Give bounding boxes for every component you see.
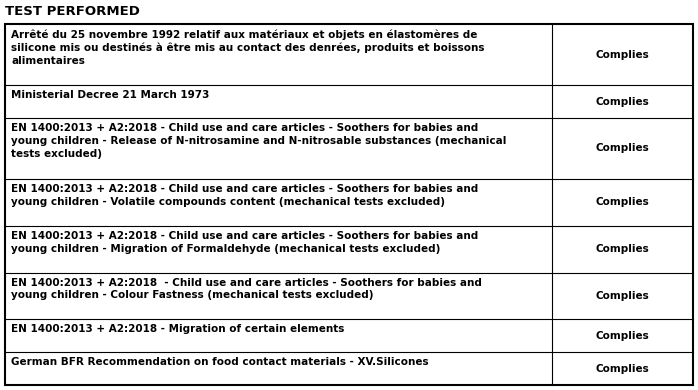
Text: EN 1400:2013 + A2:2018 - Child use and care articles - Soothers for babies and
y: EN 1400:2013 + A2:2018 - Child use and c… — [11, 231, 478, 254]
Text: Complies: Complies — [595, 144, 649, 153]
Text: TEST PERFORMED: TEST PERFORMED — [5, 5, 140, 18]
Text: Complies: Complies — [595, 331, 649, 341]
Text: Complies: Complies — [595, 50, 649, 60]
Text: Ministerial Decree 21 March 1973: Ministerial Decree 21 March 1973 — [11, 90, 209, 100]
Text: EN 1400:2013 + A2:2018 - Migration of certain elements: EN 1400:2013 + A2:2018 - Migration of ce… — [11, 324, 344, 334]
Text: Complies: Complies — [595, 197, 649, 207]
Text: Complies: Complies — [595, 244, 649, 254]
Text: EN 1400:2013 + A2:2018 - Child use and care articles - Soothers for babies and
y: EN 1400:2013 + A2:2018 - Child use and c… — [11, 184, 478, 207]
Text: EN 1400:2013 + A2:2018  - Child use and care articles - Soothers for babies and
: EN 1400:2013 + A2:2018 - Child use and c… — [11, 278, 482, 300]
Text: Complies: Complies — [595, 291, 649, 301]
Text: Arrêté du 25 novembre 1992 relatif aux matériaux et objets en élastomères de
sil: Arrêté du 25 novembre 1992 relatif aux m… — [11, 29, 484, 66]
Text: Complies: Complies — [595, 97, 649, 106]
Text: German BFR Recommendation on food contact materials - XV.Silicones: German BFR Recommendation on food contac… — [11, 357, 429, 367]
Text: Complies: Complies — [595, 363, 649, 374]
Text: EN 1400:2013 + A2:2018 - Child use and care articles - Soothers for babies and
y: EN 1400:2013 + A2:2018 - Child use and c… — [11, 123, 506, 159]
